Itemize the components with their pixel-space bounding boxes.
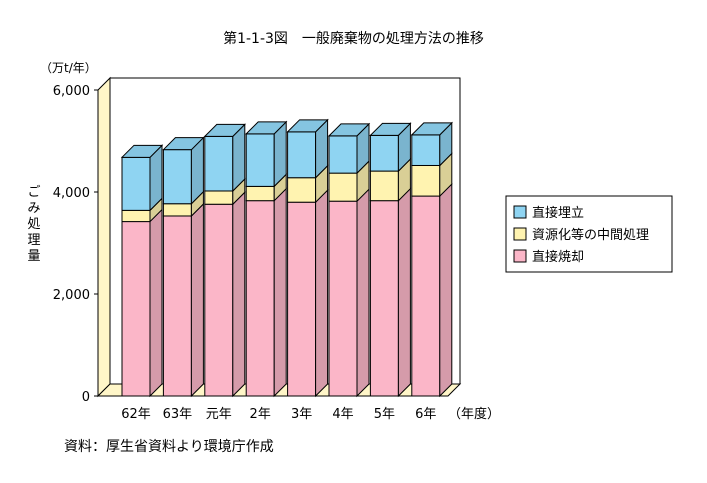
bar-segment-front	[411, 164, 441, 197]
bar-segment-front	[328, 200, 358, 397]
y-tick-label: 4,000	[53, 186, 90, 201]
bar-segment-front	[287, 131, 317, 179]
y-tick-label: 6,000	[53, 84, 90, 99]
bar-segment-front	[287, 177, 317, 203]
bar-top	[203, 123, 247, 137]
bar-top	[327, 123, 371, 137]
bar-top	[410, 122, 454, 136]
bar-top	[120, 144, 164, 158]
x-tick-label: 63年	[163, 407, 193, 422]
bar-segment-side	[273, 187, 287, 398]
bar-segment-front	[245, 185, 275, 202]
left-wall	[97, 76, 111, 398]
x-tick-label: 62年	[121, 407, 151, 422]
bar-segment-front	[162, 149, 192, 205]
y-axis-label-char: 理	[27, 233, 40, 248]
bar-segment-front	[328, 172, 358, 202]
bar-segment-front	[369, 170, 399, 202]
chart-title: 第1-1-3図 一般廃棄物の処理方法の推移	[223, 31, 484, 47]
bar-segment-front	[204, 135, 234, 192]
bar-segment-side	[315, 188, 329, 398]
bar-segment-front	[369, 134, 399, 172]
y-axis-label-char: 処	[27, 217, 40, 232]
bar-segment-front	[369, 200, 399, 397]
bar-segment-side	[439, 182, 453, 398]
legend-label: 資源化等の中間処理	[532, 227, 649, 243]
legend-label: 直接焼却	[532, 249, 584, 265]
legend-box	[505, 195, 673, 273]
bar-segment-front	[162, 203, 192, 217]
bar-segment-front	[121, 209, 151, 223]
source-note: 資料：厚生省資料より環境庁作成	[64, 439, 274, 455]
x-tick-label: 6年	[415, 407, 436, 422]
legend-swatch	[513, 227, 527, 241]
legend-swatch	[513, 205, 527, 219]
bar-segment-front	[121, 156, 151, 211]
bar-segment-front	[245, 200, 275, 397]
bar-segment-front	[245, 133, 275, 187]
y-tick-label: 2,000	[53, 288, 90, 303]
bar-segment-front	[121, 221, 151, 397]
y-axis-label-char: 量	[27, 249, 40, 264]
y-tick-label: 0	[82, 390, 90, 405]
bar-top	[244, 121, 288, 135]
bar-segment-side	[397, 187, 411, 398]
y-unit-label: （万t/年）	[40, 61, 97, 75]
bar-segment-front	[411, 134, 441, 166]
bar-segment-front	[287, 201, 317, 397]
bar-segment-front	[328, 135, 358, 174]
bar-top	[162, 137, 205, 151]
y-axis-label-char: ご	[27, 184, 40, 200]
bar-segment-front	[411, 195, 441, 397]
bar-top	[369, 122, 412, 136]
legend-label: 直接埋立	[532, 205, 584, 221]
bar-top	[286, 119, 329, 133]
x-tick-label: 3年	[291, 407, 312, 422]
x-unit-label: （年度）	[448, 406, 500, 422]
x-tick-label: 元年	[206, 407, 232, 422]
y-axis-label-char: み	[27, 201, 40, 216]
bar-segment-side	[232, 191, 246, 398]
x-tick-label: 2年	[250, 407, 271, 422]
bar-segment-front	[162, 215, 192, 397]
x-tick-label: 4年	[332, 407, 353, 422]
bar-segment-side	[356, 187, 370, 398]
x-tick-label: 5年	[374, 407, 395, 422]
bar-segment-side	[190, 202, 204, 398]
bar-segment-front	[204, 203, 234, 397]
bar-segment-front	[204, 190, 234, 205]
bar-segment-side	[149, 208, 163, 398]
legend-swatch	[513, 249, 527, 263]
